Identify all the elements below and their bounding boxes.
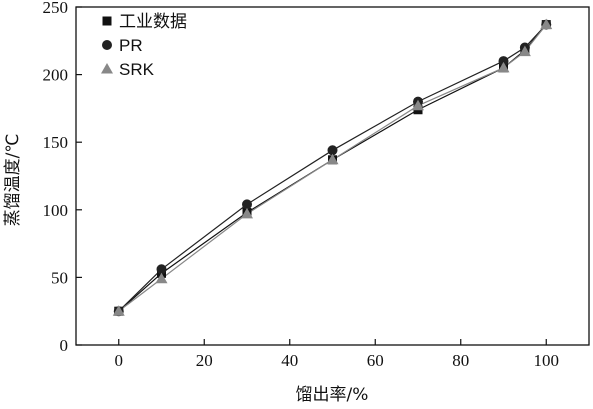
data-point-srk [155, 272, 168, 284]
y-axis-label: 蒸馏温度/℃ [3, 134, 23, 227]
series-industrial [118, 24, 547, 312]
y-axis: 0 50 100 150 200 250 [43, 0, 82, 355]
data-point-pr [498, 56, 509, 67]
y-tick-label: 150 [43, 133, 69, 152]
series-pr [118, 24, 547, 312]
data-point-srk [112, 305, 125, 316]
x-axis-label: 馏出率/% [296, 385, 369, 405]
data-point-srk [540, 18, 553, 30]
y-tick-label: 50 [51, 268, 68, 287]
data-point-srk [412, 99, 424, 111]
data-point-srk [497, 61, 510, 73]
legend: 工业数据 PR SRK [101, 12, 187, 79]
legend-marker-pr [102, 40, 112, 50]
y-tick-label: 100 [43, 201, 69, 220]
y-tick-label: 200 [43, 66, 69, 85]
plot-border [75, 6, 590, 346]
plot-frame [75, 6, 590, 346]
x-tick-label: 20 [196, 351, 213, 370]
series-layer [112, 18, 553, 317]
x-tick-label: 80 [452, 351, 469, 370]
data-point-pr [327, 145, 338, 156]
data-point-pr [242, 199, 252, 210]
y-tick-label: 0 [60, 336, 69, 355]
series-line-srk [118, 24, 547, 312]
markers-srk [112, 18, 553, 316]
series-srk [118, 24, 547, 312]
x-tick-label: 40 [281, 351, 298, 370]
x-tick-label: 100 [534, 351, 560, 370]
y-tick-label: 250 [43, 0, 69, 17]
x-tick-label: 60 [367, 351, 384, 370]
markers-industrial [114, 20, 551, 316]
legend-label-industrial: 工业数据 [119, 12, 187, 31]
data-point-srk [241, 207, 253, 219]
legend-marker-industrial [102, 16, 112, 26]
series-line-industrial [118, 24, 547, 312]
data-point-srk [518, 45, 531, 57]
x-tick-label: 0 [115, 351, 124, 370]
legend-label-pr: PR [119, 36, 143, 55]
data-point-pr [156, 264, 167, 275]
legend-marker-srk [101, 63, 113, 74]
legend-label-srk: SRK [119, 60, 155, 79]
data-point-srk [326, 153, 339, 165]
markers-pr [113, 19, 552, 317]
x-axis: 0 20 40 60 80 100 [115, 339, 560, 370]
series-line-pr [118, 24, 547, 312]
